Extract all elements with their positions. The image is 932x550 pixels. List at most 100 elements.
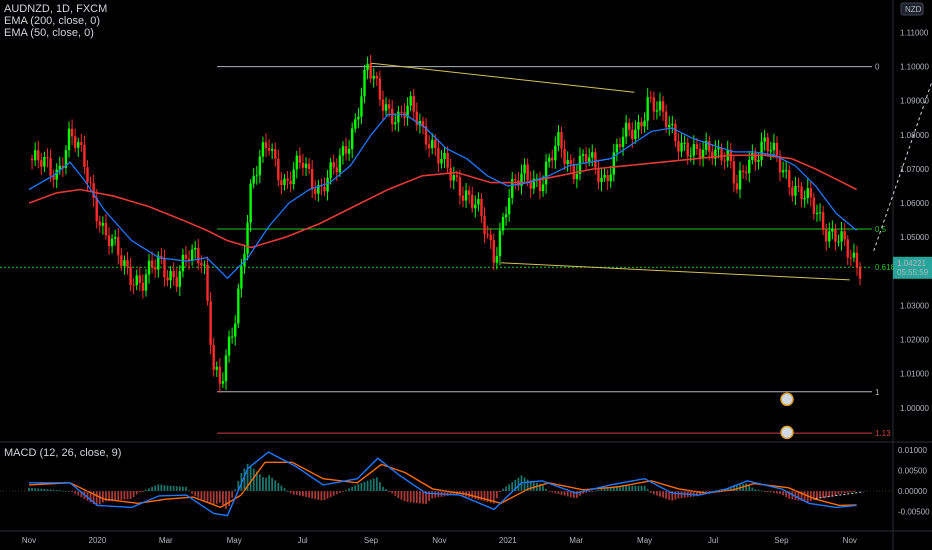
candle-body bbox=[77, 142, 80, 148]
macd-hist-bar bbox=[637, 485, 640, 491]
candle-body bbox=[489, 234, 492, 241]
candle-body bbox=[649, 97, 652, 99]
candle-body bbox=[412, 96, 415, 112]
macd-hist-bar bbox=[305, 491, 307, 497]
candle-body bbox=[418, 121, 422, 126]
candle-body bbox=[658, 101, 662, 111]
macd-hist-bar bbox=[338, 491, 341, 493]
candle-body bbox=[674, 123, 677, 142]
macd-hist-bar bbox=[606, 487, 609, 491]
candle-body bbox=[117, 237, 120, 256]
candle-body bbox=[400, 111, 403, 113]
macd-legend: MACD (12, 26, close, 9) bbox=[4, 447, 121, 459]
macd-hist-bar bbox=[135, 491, 138, 495]
macd-hist-bar bbox=[406, 491, 409, 502]
macd-hist-bar bbox=[726, 487, 729, 491]
candle-body bbox=[80, 142, 83, 145]
candle-body bbox=[40, 160, 43, 167]
candle-body bbox=[594, 152, 597, 168]
macd-hist-bar bbox=[471, 491, 474, 499]
candle-body bbox=[406, 105, 409, 118]
macd-hist-bar bbox=[320, 491, 323, 501]
candle-body bbox=[784, 170, 788, 172]
candle-body bbox=[741, 170, 745, 172]
macd-hist-bar bbox=[631, 485, 634, 491]
ema200-label[interactable]: EMA (200, close, 0) bbox=[4, 15, 100, 27]
price-tick-label: 1.06000 bbox=[900, 199, 929, 208]
macd-hist-bar bbox=[178, 486, 181, 491]
candle-body bbox=[249, 183, 252, 223]
candle-body bbox=[147, 260, 151, 275]
macd-hist-bar bbox=[803, 491, 806, 502]
macd-hist-bar bbox=[505, 486, 507, 491]
candle-body bbox=[326, 177, 329, 192]
time-tick-label: Jul bbox=[708, 536, 718, 545]
macd-label[interactable]: MACD (12, 26, close, 9) bbox=[4, 447, 122, 459]
macd-hist-bar bbox=[335, 491, 338, 495]
macd-hist-bar bbox=[55, 489, 58, 491]
macd-hist-bar bbox=[268, 475, 270, 491]
candle-body bbox=[252, 176, 255, 184]
macd-hist-bar bbox=[286, 490, 289, 492]
macd-hist-bar bbox=[71, 491, 73, 493]
macd-hist-bar bbox=[206, 491, 209, 502]
macd-hist-bar bbox=[415, 491, 418, 504]
candle-body bbox=[295, 155, 298, 170]
macd-hist-bar bbox=[329, 491, 332, 498]
macd-hist-bar bbox=[360, 482, 363, 491]
macd-hist-bar bbox=[788, 491, 791, 499]
candle-body bbox=[738, 170, 742, 190]
macd-hist-bar bbox=[369, 479, 372, 491]
candle-body bbox=[748, 159, 751, 174]
candle-body bbox=[757, 159, 760, 162]
macd-hist-bar bbox=[517, 477, 520, 491]
candle-body bbox=[243, 253, 246, 267]
candle-body bbox=[566, 160, 569, 164]
macd-hist-bar bbox=[834, 491, 837, 496]
price-tick-label: 1.05000 bbox=[900, 233, 929, 242]
candle-body bbox=[661, 101, 665, 112]
candle-body bbox=[507, 198, 511, 215]
macd-hist-bar bbox=[615, 485, 618, 491]
ema50-label[interactable]: EMA (50, close, 0) bbox=[4, 27, 94, 39]
macd-hist-bar bbox=[849, 491, 852, 493]
trendline bbox=[370, 62, 635, 93]
symbol-label[interactable]: AUDNZD, 1D, FXCM bbox=[4, 3, 108, 15]
candle-body bbox=[520, 173, 523, 186]
macd-hist-bar bbox=[853, 491, 855, 492]
currency-label: NZD bbox=[905, 5, 922, 14]
candle-body bbox=[37, 150, 40, 161]
macd-hist-bar bbox=[203, 491, 206, 501]
macd-hist-bar bbox=[696, 491, 698, 497]
macd-hist-bar bbox=[419, 491, 421, 504]
ema200-line bbox=[28, 154, 857, 249]
macd-hist-bar bbox=[474, 491, 477, 500]
candle-body bbox=[834, 229, 837, 242]
macd-hist-bar bbox=[480, 491, 483, 501]
macd-hist-bar bbox=[80, 491, 83, 498]
macd-hist-bar bbox=[628, 485, 631, 491]
macd-hist-bar bbox=[378, 482, 381, 491]
candle-body bbox=[760, 141, 763, 160]
candle-body bbox=[126, 260, 129, 267]
candle-body bbox=[212, 344, 215, 370]
candle-body bbox=[486, 234, 489, 236]
macd-hist-bar bbox=[95, 491, 98, 506]
macd-hist-bar bbox=[271, 477, 274, 491]
candle-body bbox=[363, 70, 366, 97]
macd-hist-bar bbox=[425, 491, 427, 504]
candle-body bbox=[264, 142, 268, 148]
macd-hist-bar bbox=[446, 491, 449, 496]
price-tick-label: 1.02000 bbox=[900, 336, 929, 345]
candle-body bbox=[532, 178, 535, 189]
candle-body bbox=[609, 174, 612, 182]
candle-body bbox=[606, 175, 609, 182]
macd-hist-bar bbox=[797, 491, 800, 501]
macd-hist-bar bbox=[234, 489, 237, 491]
candle-body bbox=[203, 264, 206, 266]
macd-hist-bar bbox=[391, 491, 394, 494]
macd-hist-bar bbox=[634, 485, 637, 491]
macd-hist-bar bbox=[231, 491, 234, 498]
candle-body bbox=[67, 128, 71, 151]
